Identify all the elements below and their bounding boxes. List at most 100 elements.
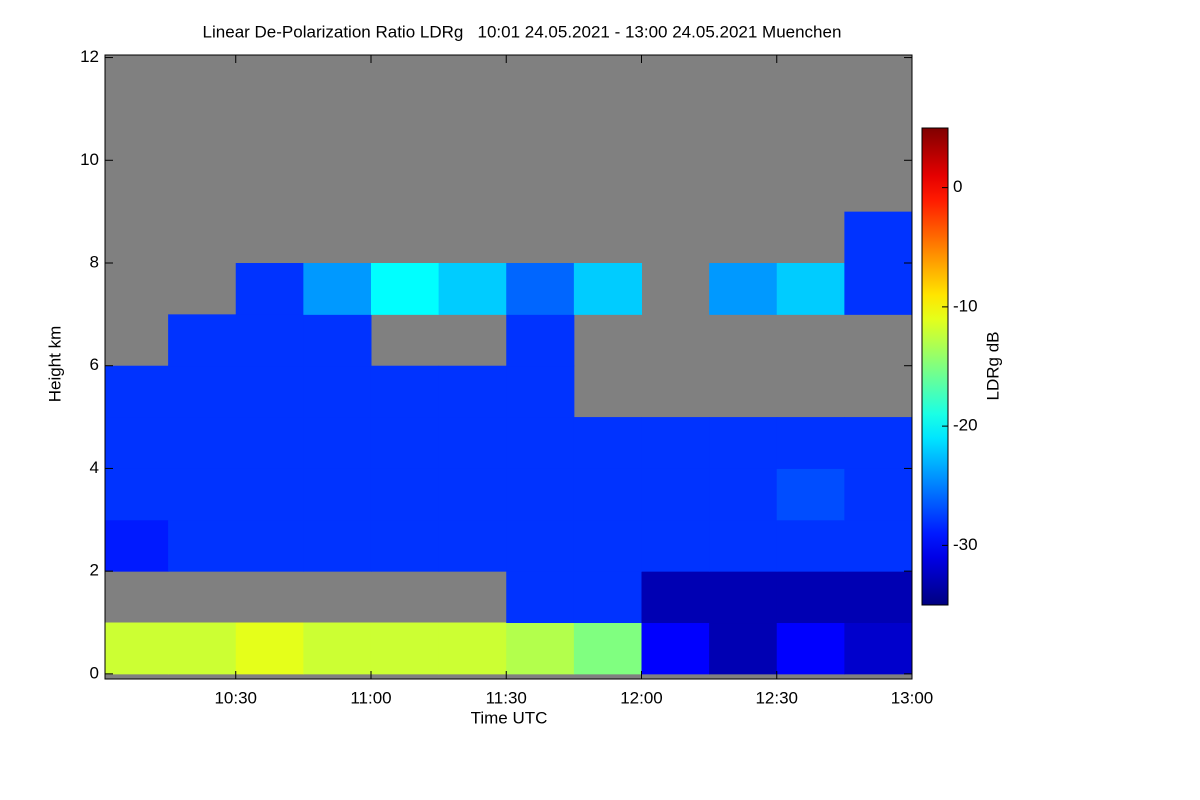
heatmap-cell — [506, 519, 575, 572]
heatmap-cell — [438, 468, 507, 521]
heatmap-cell — [844, 468, 912, 521]
heatmap-cell — [370, 263, 440, 315]
heatmap-cell — [168, 417, 237, 469]
heatmap-cell — [776, 263, 845, 315]
heatmap-cell — [573, 571, 642, 624]
y-tick-label: 0 — [90, 663, 99, 682]
heatmap-cell — [235, 468, 304, 521]
heatmap-cell — [168, 468, 237, 521]
heatmap-cell — [303, 365, 372, 418]
heatmap-cell — [438, 365, 507, 418]
y-tick-label: 10 — [80, 150, 99, 169]
colorbar-tick-label: 0 — [953, 177, 962, 196]
heatmap-cell — [235, 519, 304, 572]
heatmap-cell — [105, 468, 169, 521]
heatmap-cell — [303, 417, 372, 469]
heatmap-cell — [168, 314, 237, 367]
heatmap-cell — [506, 468, 575, 521]
heatmap-cell — [506, 263, 575, 315]
heatmap-cell — [438, 622, 507, 675]
heatmap-cell — [709, 468, 778, 521]
heatmap-cell — [168, 365, 237, 418]
colorbar-tick-label: -10 — [953, 296, 978, 315]
heatmap-cell — [641, 571, 710, 624]
x-tick-label: 13:00 — [891, 688, 934, 707]
heatmap-cell — [709, 417, 778, 469]
y-tick-label: 6 — [90, 355, 99, 374]
heatmap-cell — [844, 622, 912, 675]
heatmap-cell — [709, 519, 778, 572]
heatmap-cell — [844, 263, 912, 315]
heatmap-cell — [506, 417, 575, 469]
heatmap-cell — [506, 314, 575, 367]
heatmap-cell — [776, 417, 845, 469]
heatmap-cell — [506, 622, 575, 675]
heatmap-cell — [844, 211, 912, 264]
heatmap-cells — [105, 211, 912, 675]
heatmap-cell — [573, 263, 642, 315]
heatmap-cell — [105, 365, 169, 418]
heatmap-cell — [573, 622, 642, 675]
heatmap-cell — [641, 417, 710, 469]
x-tick-label: 12:30 — [755, 688, 798, 707]
heatmap-cell — [235, 622, 304, 675]
heatmap-cell — [709, 263, 778, 315]
chart-title: Linear De-Polarization Ratio LDRg 10:01 … — [203, 22, 842, 41]
y-tick-label: 8 — [90, 252, 99, 271]
heatmap-cell — [235, 263, 304, 315]
heatmap-cell — [303, 314, 372, 367]
heatmap-cell — [370, 365, 440, 418]
heatmap-cell — [105, 519, 169, 572]
y-tick-label: 4 — [90, 458, 99, 477]
heatmap-cell — [776, 571, 845, 624]
heatmap-cell — [370, 519, 440, 572]
x-tick-label: 11:30 — [486, 688, 527, 707]
heatmap-cell — [709, 571, 778, 624]
x-tick-label: 11:00 — [350, 688, 391, 707]
heatmap-cell — [235, 314, 304, 367]
y-tick-label: 2 — [90, 561, 99, 580]
x-axis-label: Time UTC — [471, 708, 548, 727]
heatmap-cell — [303, 622, 372, 675]
heatmap-cell — [303, 468, 372, 521]
heatmap-cell — [370, 622, 440, 675]
x-tick-label: 10:30 — [214, 688, 257, 707]
y-axis-label: Height km — [45, 326, 64, 403]
heatmap-cell — [105, 417, 169, 469]
heatmap-cell — [105, 622, 169, 675]
heatmap-cell — [438, 417, 507, 469]
colorbar-tick-label: -30 — [953, 535, 978, 554]
y-tick-label: 12 — [80, 47, 99, 66]
heatmap-cell — [438, 263, 507, 315]
heatmap-cell — [844, 519, 912, 572]
x-tick-label: 12:00 — [620, 688, 663, 707]
heatmap-cell — [573, 519, 642, 572]
heatmap-cell — [709, 622, 778, 675]
heatmap-cell — [506, 571, 575, 624]
heatmap-cell — [370, 468, 440, 521]
heatmap-cell — [168, 519, 237, 572]
colorbar-label: LDRg dB — [983, 332, 1002, 401]
heatmap-cell — [641, 468, 710, 521]
heatmap-cell — [370, 417, 440, 469]
heatmap-cell — [235, 365, 304, 418]
heatmap-cell — [303, 263, 372, 315]
heatmap-cell — [641, 622, 710, 675]
heatmap-cell — [844, 417, 912, 469]
colorbar-tick-label: -20 — [953, 416, 978, 435]
heatmap-cell — [844, 571, 912, 624]
heatmap-cell — [573, 417, 642, 469]
heatmap-cell — [776, 519, 845, 572]
heatmap-cell — [506, 365, 575, 418]
heatmap-cell — [168, 622, 237, 675]
heatmap-cell — [438, 519, 507, 572]
heatmap-cell — [776, 622, 845, 675]
colorbar — [921, 127, 949, 606]
heatmap-cell — [641, 519, 710, 572]
heatmap-cell — [303, 519, 372, 572]
heatmap-cell — [776, 468, 845, 521]
plot-frame — [104, 54, 913, 680]
heatmap-cell — [235, 417, 304, 469]
